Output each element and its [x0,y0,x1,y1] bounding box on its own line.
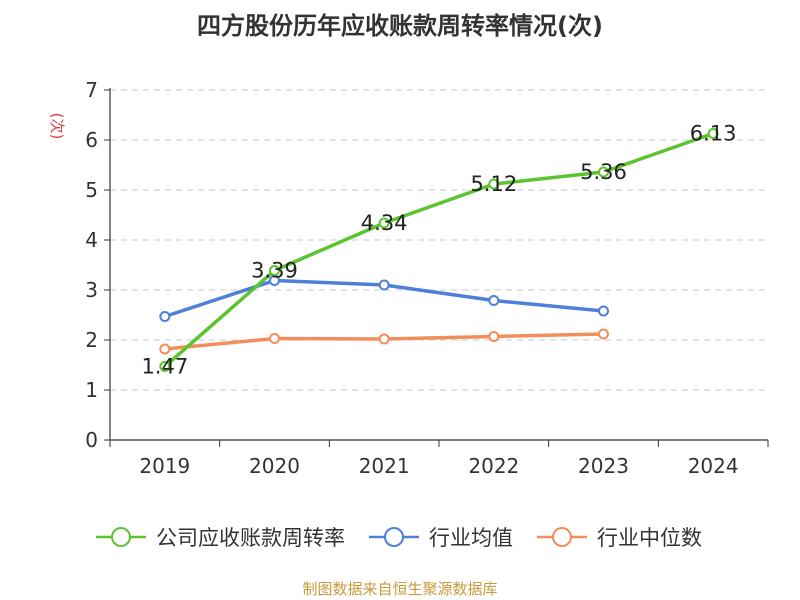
x-tick-label: 2021 [359,454,410,478]
y-tick-label: 4 [85,228,98,252]
x-tick-label: 2022 [468,454,519,478]
y-tick-label: 5 [85,178,98,202]
y-tick-label: 2 [85,328,98,352]
data-label: 1.47 [141,355,188,379]
data-point[interactable] [378,333,390,345]
data-point[interactable] [159,311,171,322]
y-axis-label: (次) [48,113,66,140]
x-tick-label: 2020 [249,454,300,478]
data-point[interactable] [159,361,171,372]
legend-label: 行业均值 [429,526,513,550]
data-point[interactable] [598,166,609,178]
data-point[interactable] [159,343,171,355]
y-tick-label: 3 [85,278,98,302]
data-point[interactable] [707,128,719,139]
data-point[interactable] [598,305,609,317]
data-label: 3.39 [251,259,298,283]
data-point[interactable] [598,328,609,340]
legend-label: 行业中位数 [597,526,702,550]
data-point[interactable] [378,217,390,229]
legend-label: 公司应收账款周转率 [156,526,345,550]
data-point[interactable] [488,331,500,342]
x-tick-label: 2023 [578,454,629,478]
data-label: 4.34 [361,211,408,235]
y-tick-label: 1 [85,378,98,402]
legend-marker[interactable] [552,527,572,547]
x-tick-label: 2019 [139,454,190,478]
x-tick-label: 2024 [688,454,739,478]
legend-marker[interactable] [384,527,404,547]
data-point[interactable] [269,265,280,276]
data-point[interactable] [378,279,390,291]
data-label: 6.13 [690,122,737,146]
data-point[interactable] [488,295,500,306]
y-tick-label: 6 [85,128,98,152]
data-label: 5.36 [580,160,627,184]
source-note: 制图数据来自恒生聚源数据库 [302,580,498,598]
data-point[interactable] [269,333,280,344]
data-label: 5.12 [470,172,517,196]
series-line [163,131,715,369]
chart-title: 四方股份历年应收账款周转率情况(次) [197,12,603,40]
legend-marker[interactable] [111,527,131,547]
y-tick-label: 0 [85,428,98,452]
data-point[interactable] [488,178,500,190]
y-tick-label: 7 [85,78,98,102]
